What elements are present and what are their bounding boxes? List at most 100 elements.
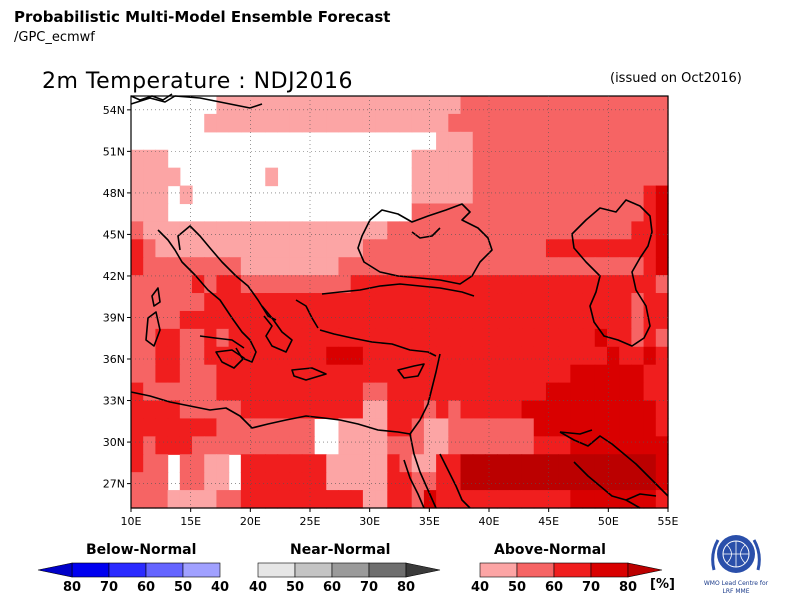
grid-cell — [253, 239, 266, 258]
grid-cell — [643, 96, 657, 115]
grid-cell — [484, 221, 498, 240]
grid-cell — [655, 221, 669, 240]
grid-cell — [314, 382, 327, 402]
grid-cell — [423, 167, 437, 187]
grid-cell — [545, 454, 559, 473]
grid-cell — [216, 490, 230, 509]
lat-tick-label: 36N — [103, 353, 125, 366]
grid-cell — [265, 418, 279, 437]
grid-cell — [387, 346, 401, 366]
grid-cell — [558, 185, 571, 205]
grid-cell — [387, 239, 401, 258]
grid-cell — [338, 436, 352, 455]
grid-cell — [192, 310, 205, 330]
grid-cell — [533, 364, 547, 384]
grid-cell — [155, 364, 169, 384]
grid-cell — [582, 221, 596, 240]
grid-cell — [228, 113, 242, 133]
grid-cell — [411, 275, 425, 294]
grid-cell — [509, 203, 523, 222]
grid-cell — [411, 257, 425, 276]
grid-cell — [545, 436, 559, 455]
grid-cell — [619, 167, 632, 187]
grid-cell — [131, 239, 144, 258]
grid-cell — [155, 490, 169, 509]
grid-cell — [192, 328, 205, 348]
grid-cell — [619, 239, 632, 258]
grid-cell — [289, 400, 303, 420]
gridlines — [131, 96, 668, 508]
legend-label: 60 — [545, 580, 564, 595]
grid-cell — [655, 203, 669, 222]
grid-cell — [484, 364, 498, 384]
grid-cell — [423, 293, 437, 312]
grid-cell — [497, 203, 510, 222]
grid-cell — [350, 454, 364, 473]
grid-cell — [509, 382, 523, 402]
grid-cell — [545, 310, 559, 330]
grid-cell — [289, 472, 303, 491]
grid-cell — [558, 436, 571, 455]
grid-cell — [192, 221, 205, 240]
grid-cell — [277, 221, 291, 240]
grid-cell — [228, 436, 242, 455]
wmo-emblem-icon — [711, 535, 761, 573]
grid-cell — [253, 418, 266, 437]
grid-cell — [606, 203, 620, 222]
grid-cell — [619, 310, 632, 330]
grid-cell — [399, 310, 413, 330]
grid-cell — [423, 96, 437, 115]
grid-cell — [472, 364, 486, 384]
grid-cell — [240, 490, 254, 509]
grid-cell — [521, 185, 535, 205]
grid-cell — [253, 454, 266, 473]
grid-cell — [509, 310, 523, 330]
grid-cell — [301, 221, 315, 240]
grid-cell — [606, 472, 620, 491]
grid-cell — [167, 436, 181, 455]
grid-cell — [265, 275, 279, 294]
grid-cell — [326, 96, 340, 115]
grid-cell — [594, 257, 608, 276]
grid-cell — [350, 310, 364, 330]
grid-cell — [192, 239, 205, 258]
grid-cell — [204, 436, 218, 455]
grid-cell — [399, 490, 413, 509]
grid-cell — [423, 185, 437, 205]
grid-cell — [448, 275, 462, 294]
grid-cell — [594, 490, 608, 509]
lat-tick-label: 45N — [103, 228, 125, 241]
grid-cell — [338, 310, 352, 330]
grid-cell — [289, 257, 303, 276]
grid-cell — [350, 382, 364, 402]
grid-cell — [631, 131, 645, 151]
grid-cell — [643, 149, 657, 169]
grid-cell — [362, 454, 376, 473]
legend-arrow — [37, 562, 73, 578]
grid-cell — [411, 310, 425, 330]
grid-cell — [240, 310, 254, 330]
grid-cell — [631, 328, 645, 348]
grid-cell — [350, 472, 364, 491]
grid-cell — [338, 239, 352, 258]
grid-cell — [545, 96, 559, 115]
grid-cell — [179, 185, 193, 205]
grid-cell — [594, 167, 608, 187]
grid-cell — [533, 149, 547, 169]
grid-cell — [192, 418, 205, 437]
grid-cell — [362, 275, 376, 294]
grid-cell — [472, 400, 486, 420]
grid-cell — [375, 310, 388, 330]
grid-cell — [570, 239, 584, 258]
lon-tick-label: 35E — [419, 515, 440, 528]
grid-cell — [326, 472, 340, 491]
grid-cell — [423, 418, 437, 437]
grid-cell — [460, 436, 474, 455]
grid-cell — [314, 310, 327, 330]
grid-cell — [204, 454, 218, 473]
grid-cell — [179, 310, 193, 330]
grid-cell — [570, 364, 584, 384]
grid-cell — [192, 436, 205, 455]
grid-cell — [387, 382, 401, 402]
grid-cell — [253, 490, 266, 509]
